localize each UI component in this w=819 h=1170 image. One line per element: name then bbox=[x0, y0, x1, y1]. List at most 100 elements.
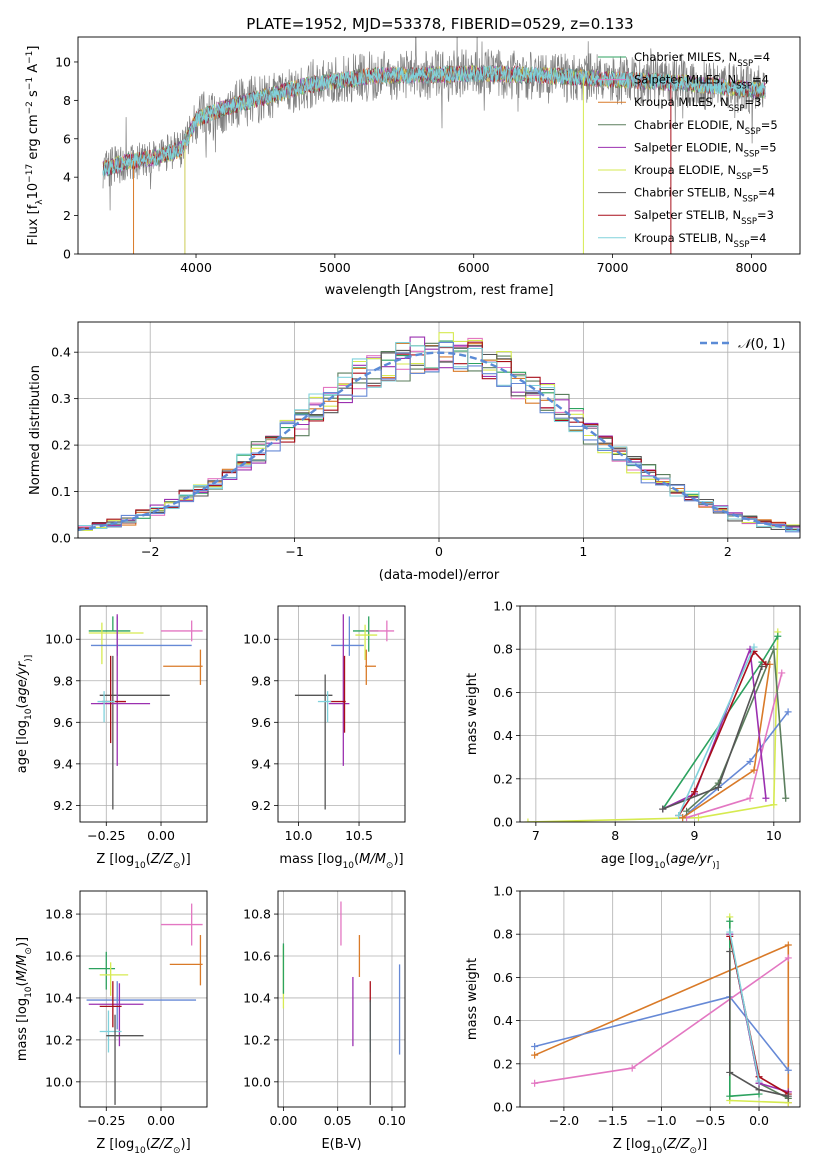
spectrum-axes: 4000 5000 6000 7000 8000 0 2 4 6 8 10 bbox=[55, 54, 767, 275]
z-age-x-label-part: Z/Z bbox=[150, 852, 174, 867]
z-mass-axes: −0.25 0.00 10.0 10.2 10.4 10.6 10.8 bbox=[45, 891, 207, 1128]
weight-marker bbox=[531, 1051, 539, 1059]
y-label-part: −2 bbox=[25, 101, 35, 114]
mass-age-x-label-part: M/M bbox=[359, 852, 386, 867]
spectrum-frame bbox=[77, 36, 801, 255]
error-bar-point bbox=[163, 649, 203, 685]
legend-sub: SSP bbox=[736, 82, 752, 92]
weight-marker bbox=[755, 1086, 763, 1094]
y-tick-label: 9.2 bbox=[251, 798, 271, 813]
x-tick-label: −1.0 bbox=[646, 1113, 676, 1128]
mass-age-plot bbox=[294, 614, 395, 810]
legend-entry: Kroupa ELODIE, NSSP=5 bbox=[634, 163, 769, 182]
legend-name: Chabrier ELODIE, N bbox=[634, 118, 745, 132]
model-spectrum-top bbox=[102, 65, 766, 177]
weight-series-9 bbox=[729, 931, 760, 1082]
legend-val: =3 bbox=[744, 95, 761, 109]
y-label-part: A bbox=[26, 64, 41, 77]
x-tick-label: 0.00 bbox=[147, 1113, 175, 1128]
weight-marker bbox=[659, 805, 667, 813]
spectrum-plot bbox=[102, 37, 766, 254]
x-tick-label: 10 bbox=[766, 828, 782, 843]
normal-legend-label: 𝒩(0, 1) bbox=[738, 337, 785, 352]
residuals-y-label: Normed distribution bbox=[28, 365, 43, 495]
mass-age-x-label-part: 10 bbox=[343, 861, 355, 871]
legend-name: Salpeter ELODIE, N bbox=[634, 140, 744, 154]
z-age-y-label-part: )] bbox=[24, 655, 34, 662]
z-mass-x-label-part: Z/Z bbox=[150, 1137, 174, 1152]
weight-marker bbox=[784, 941, 792, 949]
x-tick-label: 6000 bbox=[458, 260, 490, 275]
weight-marker bbox=[746, 758, 754, 766]
legend-val: =5 bbox=[760, 140, 777, 154]
z-mass-y-label-part: mass [log bbox=[15, 998, 30, 1061]
legend-val: =4 bbox=[758, 186, 775, 200]
x-tick-label: 0.0 bbox=[749, 1113, 769, 1128]
age-weight-x-label-part: )] bbox=[712, 861, 719, 871]
error-bar-point bbox=[169, 935, 203, 986]
z-age-axes: −0.25 0.00 9.2 9.4 9.6 9.8 10.0 bbox=[45, 606, 207, 843]
y-tick-label: 9.4 bbox=[251, 756, 271, 771]
mass-age-x-label-part: mass [log bbox=[279, 852, 342, 867]
z-age-y-label-part: age/yr bbox=[15, 660, 30, 703]
x-tick-label: 0.10 bbox=[378, 1113, 406, 1128]
residuals-axes: −2 −1 0 1 2 0.0 0.1 0.2 0.3 0.4 bbox=[51, 322, 800, 559]
z-age-y-label: age [log10(age/yr)] bbox=[15, 655, 34, 773]
y-tick-label: 6 bbox=[63, 131, 71, 146]
age-weight-x-label-part: age [log bbox=[601, 852, 654, 867]
z-weight-x-label-part: ( bbox=[662, 1137, 667, 1152]
x-tick-label: 8000 bbox=[735, 260, 767, 275]
age-weight-x-label-part: 10 bbox=[654, 861, 666, 871]
x-tick-label: 10.0 bbox=[285, 828, 313, 843]
legend-name: Salpeter MILES, N bbox=[634, 73, 736, 87]
weight-marker bbox=[531, 1043, 539, 1051]
x-tick-label: 0.00 bbox=[270, 1113, 298, 1128]
error-bar-point bbox=[368, 620, 395, 642]
legend-entry: Chabrier ELODIE, NSSP=5 bbox=[634, 118, 778, 137]
z-mass-x-label: Z [log10(Z/Z⊙)] bbox=[96, 1137, 190, 1156]
age-weight-axes: 7 8 9 10 0.0 0.2 0.4 0.6 0.8 1.0 bbox=[493, 599, 800, 843]
weight-marker bbox=[683, 807, 691, 815]
weight-marker bbox=[524, 818, 532, 822]
z-weight-x-label-part: )] bbox=[697, 1137, 707, 1152]
x-tick-label: 4000 bbox=[180, 260, 212, 275]
error-bar-point bbox=[88, 622, 144, 665]
error-bar-point bbox=[99, 981, 122, 1028]
z-age-y-label-part: age [log bbox=[15, 720, 30, 773]
z-mass-x-label-part: ⊙ bbox=[173, 1146, 181, 1156]
y-tick-label: 9.4 bbox=[53, 756, 73, 771]
mass-age-axes: 10.0 10.5 9.2 9.4 9.6 9.8 10.0 bbox=[243, 606, 405, 843]
error-bar-point bbox=[88, 616, 131, 632]
y-tick-label: 10 bbox=[55, 54, 71, 69]
residuals-plot bbox=[78, 332, 800, 533]
y-tick-label: 0.6 bbox=[493, 685, 513, 700]
error-bar-point bbox=[106, 1014, 144, 1105]
legend-sub: SSP bbox=[734, 240, 750, 250]
z-mass-y-label-part: 10 bbox=[24, 986, 34, 998]
x-tick-label: 8 bbox=[611, 828, 619, 843]
x-tick-label: −2.0 bbox=[549, 1113, 579, 1128]
error-bar-point bbox=[99, 655, 170, 810]
legend-part: (0, 1) bbox=[750, 337, 785, 352]
age-weight-plot bbox=[524, 628, 792, 822]
legend-entry: Chabrier MILES, NSSP=4 bbox=[634, 50, 770, 69]
weight-marker bbox=[774, 632, 782, 640]
y-tick-label: 10.2 bbox=[45, 1032, 73, 1047]
legend-entry: Kroupa STELIB, NSSP=4 bbox=[634, 231, 766, 250]
weight-marker bbox=[784, 1066, 792, 1074]
x-tick-label: 9 bbox=[691, 828, 699, 843]
error-bar-point bbox=[88, 983, 144, 1047]
error-bar-point bbox=[317, 691, 332, 723]
weight-marker bbox=[726, 947, 734, 955]
weight-marker bbox=[726, 1092, 734, 1100]
z-weight-axes: −2.0 −1.5 −1.0 −0.5 0.0 0.0 0.2 0.4 0.6 0.8 1.0 bbox=[493, 884, 800, 1128]
y-tick-label: 8 bbox=[63, 93, 71, 108]
residuals-x-label: (data-model)/error bbox=[379, 568, 500, 583]
legend-val: =4 bbox=[752, 73, 769, 87]
weight-series-5 bbox=[686, 648, 787, 812]
y-tick-label: 2 bbox=[63, 208, 71, 223]
z-weight-frame bbox=[519, 890, 801, 1108]
z-weight-x-label-part: Z [log bbox=[613, 1137, 651, 1152]
legend-entry: Salpeter ELODIE, NSSP=5 bbox=[634, 140, 777, 159]
error-bar-point bbox=[355, 624, 378, 660]
